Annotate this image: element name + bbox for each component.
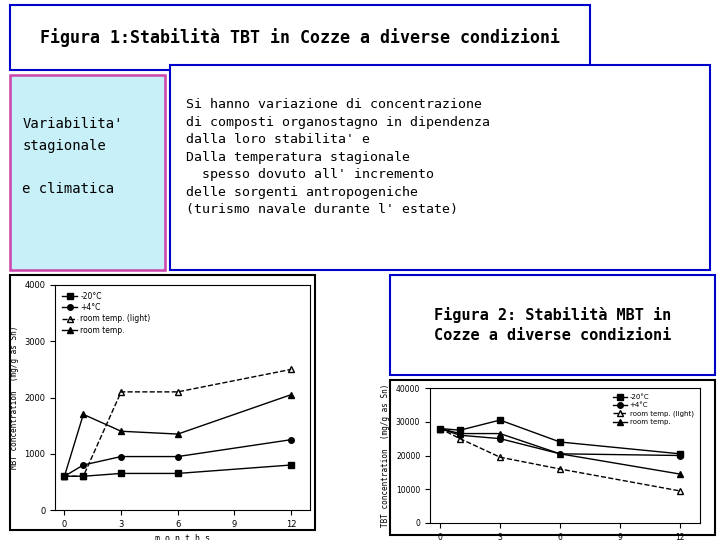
- Text: Figura 2: Stabilità MBT in
Cozze a diverse condizioni: Figura 2: Stabilità MBT in Cozze a diver…: [434, 307, 671, 343]
- Text: Si hanno variazione di concentrazione
di composti organostagno in dipendenza
dal: Si hanno variazione di concentrazione di…: [186, 98, 490, 216]
- room temp.: [174, 431, 182, 437]
- room temp.: [79, 411, 88, 417]
- Text: Figura 1:Stabilità TBT in Cozze a diverse condizioni: Figura 1:Stabilità TBT in Cozze a divers…: [40, 28, 560, 47]
- room temp. (light): [495, 454, 504, 461]
- +4°C: [174, 453, 182, 460]
- -20°C: [675, 450, 684, 457]
- room temp. (light): [60, 473, 69, 480]
- room temp. (light): [675, 488, 684, 494]
- Line: +4°C: +4°C: [62, 437, 294, 479]
- room temp. (light): [456, 435, 464, 442]
- -20°C: [556, 439, 564, 446]
- room temp. (light): [556, 466, 564, 472]
- room temp.: [495, 430, 504, 437]
- +4°C: [60, 473, 69, 480]
- Line: -20°C: -20°C: [437, 417, 683, 457]
- room temp. (light): [174, 389, 182, 395]
- +4°C: [117, 453, 125, 460]
- +4°C: [456, 432, 464, 438]
- +4°C: [675, 453, 684, 459]
- room temp.: [117, 428, 125, 435]
- Legend: -20°C, +4°C, room temp. (light), room temp.: -20°C, +4°C, room temp. (light), room te…: [59, 289, 153, 338]
- Legend: -20°C, +4°C, room temp. (light), room temp.: -20°C, +4°C, room temp. (light), room te…: [611, 392, 696, 428]
- FancyBboxPatch shape: [170, 65, 710, 270]
- FancyBboxPatch shape: [390, 275, 715, 375]
- FancyBboxPatch shape: [10, 5, 590, 70]
- +4°C: [495, 435, 504, 442]
- -20°C: [287, 462, 295, 468]
- Line: -20°C: -20°C: [62, 462, 294, 479]
- room temp. (light): [79, 473, 88, 480]
- Line: room temp. (light): room temp. (light): [61, 366, 294, 480]
- room temp.: [287, 392, 295, 398]
- +4°C: [556, 450, 564, 457]
- -20°C: [60, 473, 69, 480]
- +4°C: [436, 426, 444, 432]
- -20°C: [174, 470, 182, 477]
- Line: room temp.: room temp.: [436, 425, 683, 477]
- room temp.: [436, 426, 444, 432]
- -20°C: [117, 470, 125, 477]
- room temp.: [456, 430, 464, 437]
- Line: +4°C: +4°C: [437, 426, 683, 458]
- X-axis label: m o n t h s: m o n t h s: [155, 534, 210, 540]
- room temp.: [675, 471, 684, 477]
- room temp. (light): [436, 426, 444, 432]
- room temp.: [556, 450, 564, 457]
- Text: Variabilita'
stagionale

e climatica: Variabilita' stagionale e climatica: [22, 117, 123, 197]
- -20°C: [79, 473, 88, 480]
- FancyBboxPatch shape: [10, 75, 165, 270]
- Line: room temp. (light): room temp. (light): [436, 425, 683, 495]
- Y-axis label: MBT concentration  (mg/g as Sn): MBT concentration (mg/g as Sn): [9, 326, 19, 469]
- -20°C: [456, 427, 464, 434]
- Line: room temp.: room temp.: [61, 391, 294, 480]
- room temp.: [60, 473, 69, 480]
- room temp. (light): [117, 389, 125, 395]
- -20°C: [436, 426, 444, 432]
- +4°C: [79, 462, 88, 468]
- -20°C: [495, 417, 504, 423]
- room temp. (light): [287, 366, 295, 373]
- +4°C: [287, 436, 295, 443]
- Y-axis label: TBT concentration  (mg/g as Sn): TBT concentration (mg/g as Sn): [382, 384, 390, 527]
